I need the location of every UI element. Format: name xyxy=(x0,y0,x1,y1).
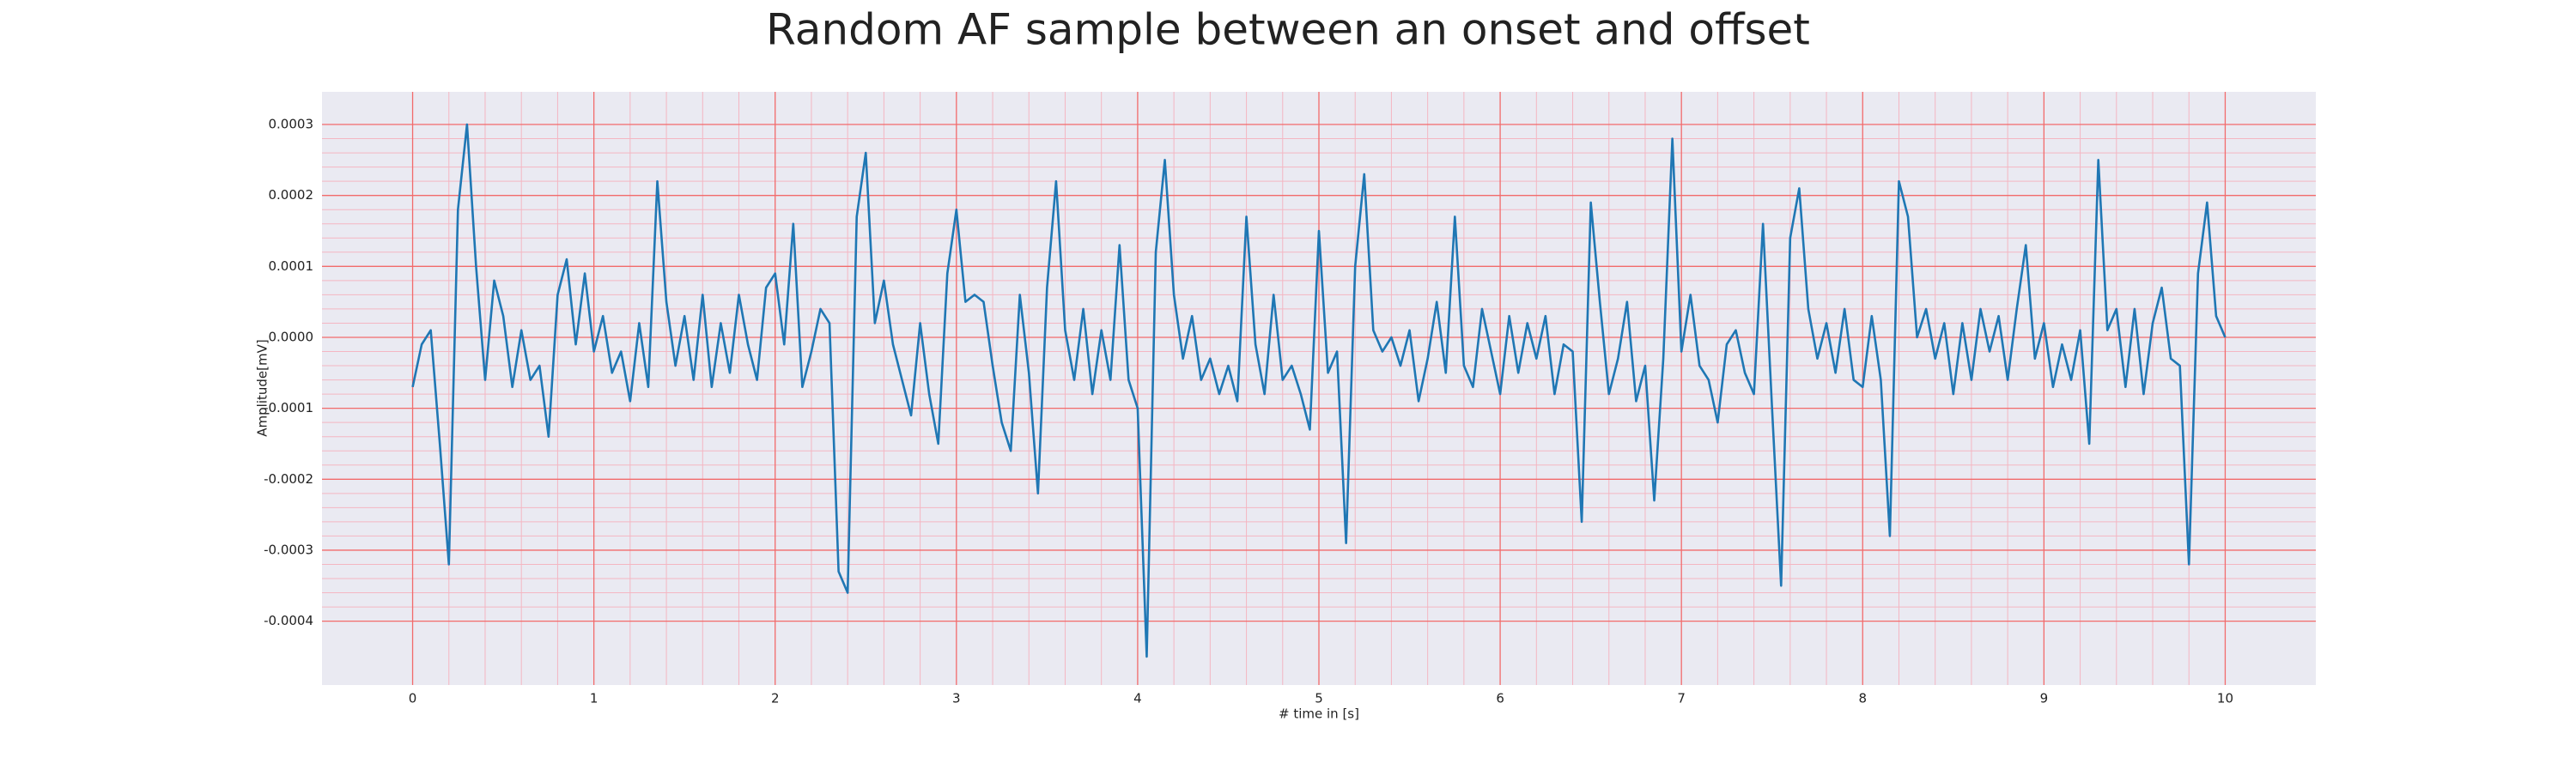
y-tick-label: -0.0003 xyxy=(264,542,313,557)
x-tick-label: 5 xyxy=(1315,691,1323,706)
y-axis-label: Amplitude[mV] xyxy=(255,339,270,436)
y-tick-label: -0.0002 xyxy=(264,471,313,487)
x-tick-label: 9 xyxy=(2040,691,2049,706)
x-tick-label: 10 xyxy=(2217,691,2233,706)
x-tick-label: 4 xyxy=(1133,691,1142,706)
y-tick-label: 0.0001 xyxy=(269,258,314,274)
x-tick-label: 8 xyxy=(1858,691,1867,706)
y-tick-label: 0.0002 xyxy=(269,187,314,203)
chart-title: Random AF sample between an onset and of… xyxy=(766,5,1810,55)
x-tick-label: 2 xyxy=(771,691,780,706)
x-tick-label: 0 xyxy=(409,691,417,706)
x-tick-label: 3 xyxy=(952,691,961,706)
data-line xyxy=(411,123,2227,658)
x-tick-label: 7 xyxy=(1677,691,1686,706)
y-tick-label: -0.0001 xyxy=(264,400,313,415)
x-tick-label: 1 xyxy=(590,691,598,706)
x-axis-label: # time in [s] xyxy=(1279,706,1359,722)
y-tick-label: 0.0000 xyxy=(269,329,314,344)
y-tick-label: -0.0004 xyxy=(264,613,313,628)
y-tick-label: 0.0003 xyxy=(269,117,314,132)
x-tick-label: 6 xyxy=(1496,691,1504,706)
